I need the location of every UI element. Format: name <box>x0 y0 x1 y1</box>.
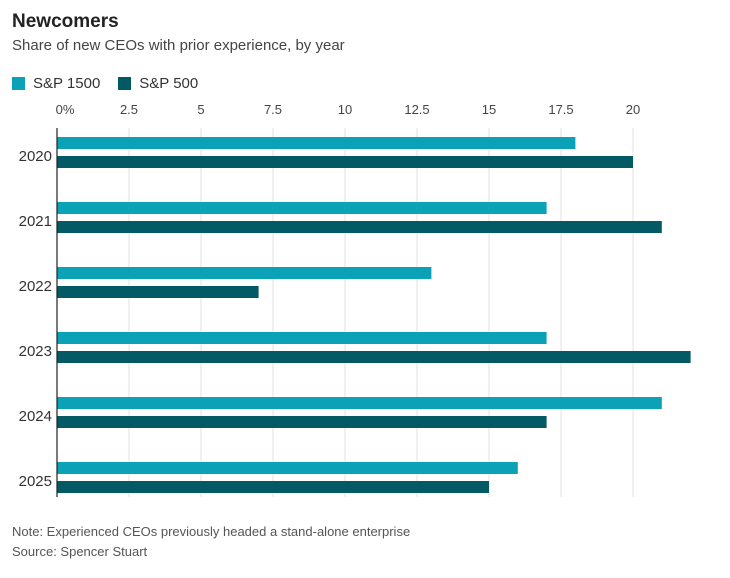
x-tick-label: 17.5 <box>548 102 573 117</box>
bar-sp1500-2025 <box>57 462 518 474</box>
x-tick-label: 15 <box>482 102 496 117</box>
chart-note: Note: Experienced CEOs previously headed… <box>12 524 411 539</box>
bar-sp500-2020 <box>57 156 633 168</box>
chart-subtitle: Share of new CEOs with prior experience,… <box>12 37 345 54</box>
chart-source: Source: Spencer Stuart <box>12 544 148 559</box>
bar-sp1500-2020 <box>57 137 576 149</box>
bar-sp500-2023 <box>57 351 691 363</box>
x-tick-label: 5 <box>197 102 204 117</box>
legend-item-sp1500: S&P 1500 <box>12 75 100 92</box>
x-tick-label: 12.5 <box>404 102 429 117</box>
legend-label-sp1500: S&P 1500 <box>33 75 101 92</box>
legend-swatch-sp1500 <box>12 77 25 90</box>
chart-title: Newcomers <box>12 11 119 32</box>
x-tick-label: 20 <box>626 102 640 117</box>
bar-sp500-2025 <box>57 481 489 493</box>
legend: S&P 1500 S&P 500 <box>12 75 198 92</box>
legend-label-sp500: S&P 500 <box>139 75 199 92</box>
legend-swatch-sp500 <box>118 77 132 90</box>
legend-item-sp500: S&P 500 <box>118 75 198 92</box>
bar-sp1500-2023 <box>57 332 547 344</box>
x-tick-label: 0% <box>56 102 75 117</box>
x-tick-label: 7.5 <box>264 102 282 117</box>
y-category-label: 2021 <box>19 213 52 230</box>
y-category-label: 2025 <box>19 473 52 490</box>
bar-sp1500-2021 <box>57 202 547 214</box>
bar-sp1500-2024 <box>57 397 662 409</box>
bar-sp500-2022 <box>57 286 259 298</box>
y-category-label: 2023 <box>19 343 52 360</box>
x-tick-label: 10 <box>338 102 352 117</box>
bar-sp1500-2022 <box>57 267 432 279</box>
bar-sp500-2021 <box>57 221 662 233</box>
bar-sp500-2024 <box>57 416 547 428</box>
x-tick-label: 2.5 <box>120 102 138 117</box>
y-category-label: 2024 <box>19 408 52 425</box>
y-category-label: 2020 <box>19 148 52 165</box>
y-category-label: 2022 <box>19 278 52 295</box>
